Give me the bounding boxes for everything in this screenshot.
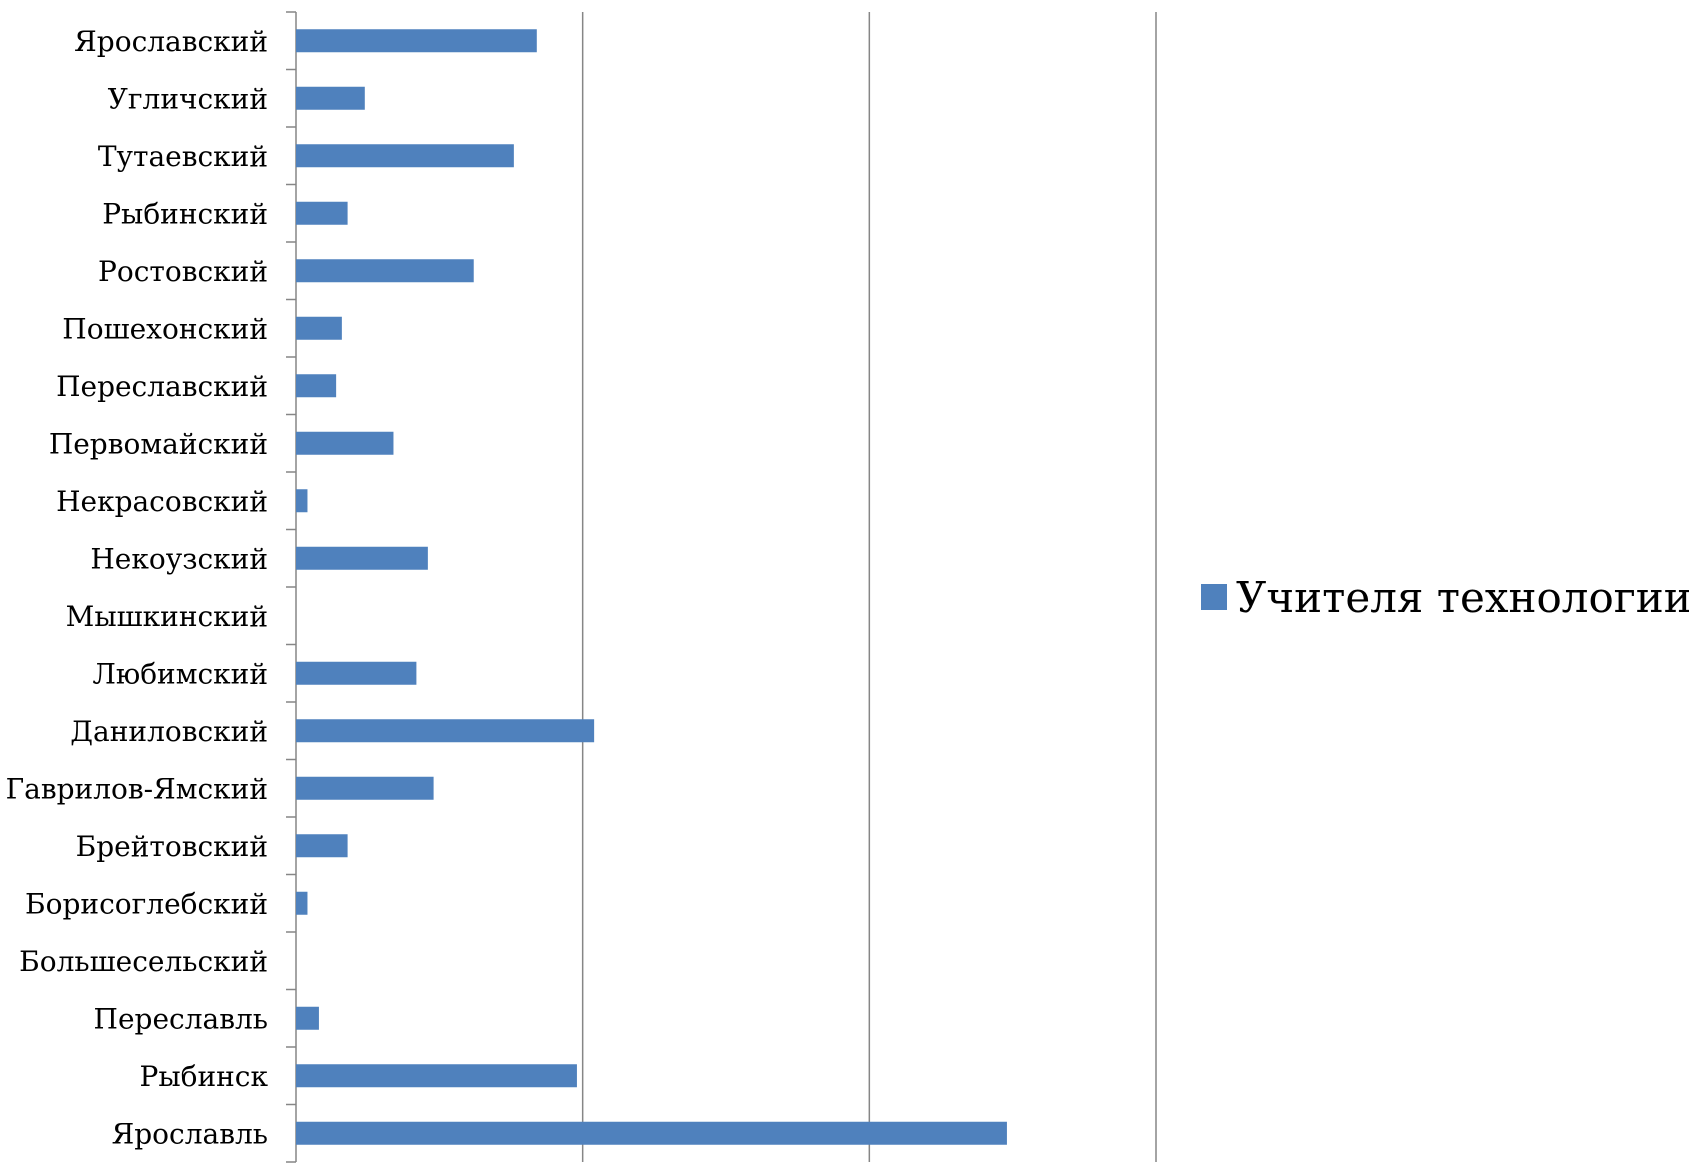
bar [296, 1064, 577, 1088]
category-labels: Ярославский Угличский Тутаевский Рыбинский Р… [6, 25, 269, 1151]
bar [296, 546, 428, 570]
bar [296, 1121, 1007, 1145]
category-label: Ростовский [98, 255, 268, 288]
bar [296, 834, 348, 858]
category-label: Некоузский [90, 542, 268, 575]
bar [296, 316, 342, 340]
bar [296, 776, 434, 800]
category-label: Тутаевский [98, 140, 268, 173]
category-label: Ярославль [112, 1117, 268, 1150]
category-label: Гаврилов-Ямский [6, 772, 268, 805]
category-axis [286, 11, 297, 1163]
legend-swatch [1201, 584, 1227, 610]
bar [296, 86, 365, 110]
bar [296, 29, 537, 53]
category-label: Даниловский [70, 715, 268, 748]
category-label: Угличский [108, 82, 268, 115]
bar [296, 661, 417, 685]
category-label: Рыбинск [140, 1060, 269, 1093]
bars [296, 29, 1007, 1145]
gridlines [581, 12, 1157, 1162]
category-label: Ярославский [74, 25, 268, 58]
bar [296, 489, 308, 513]
category-label: Некрасовский [56, 485, 268, 518]
legend-label: Учителя технологии [1236, 573, 1689, 622]
category-label: Борисоглебский [25, 887, 268, 920]
category-label: Мышкинский [66, 600, 268, 633]
category-label: Любимский [92, 657, 268, 690]
category-label: Рыбинский [102, 197, 268, 230]
category-label: Пошехонский [62, 312, 268, 345]
category-label: Брейтовский [76, 830, 268, 863]
bar [296, 259, 474, 283]
bar [296, 144, 514, 168]
category-label: Первомайский [49, 427, 268, 460]
bar [296, 1006, 319, 1030]
bar [296, 719, 595, 743]
legend: Учителя технологии [1201, 573, 1689, 622]
category-label: Большесельский [19, 945, 268, 978]
bar [296, 431, 394, 455]
bar [296, 201, 348, 225]
bar [296, 374, 337, 398]
category-label: Переславский [56, 370, 268, 403]
category-label: Переславль [94, 1002, 268, 1035]
bar [296, 891, 308, 915]
